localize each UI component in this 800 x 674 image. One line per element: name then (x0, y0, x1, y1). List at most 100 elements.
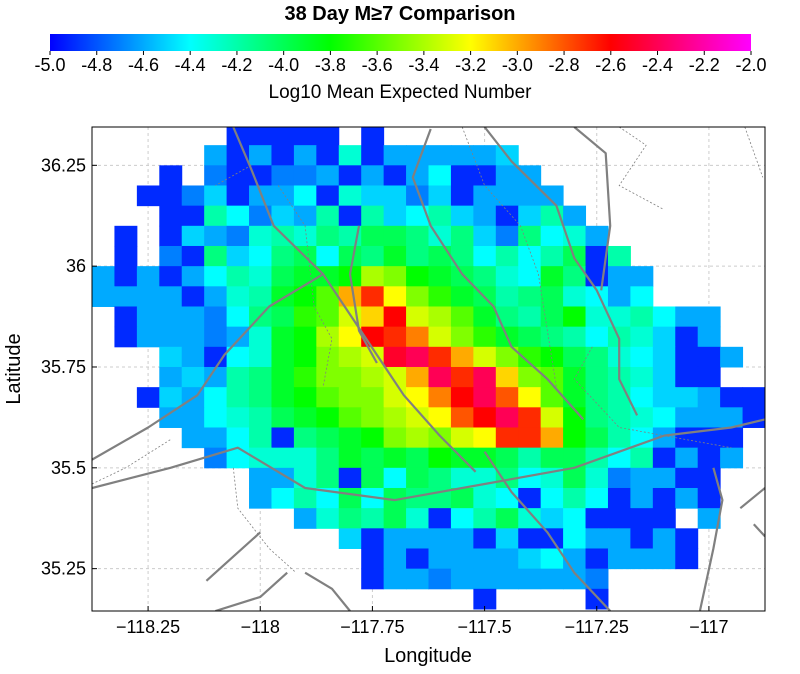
heatmap-cell (652, 487, 676, 509)
colorbar-tick-label: -4.8 (81, 55, 112, 75)
y-axis-ticks: 35.25 35.5 35.75 36 36.25 (41, 155, 97, 579)
heatmap-cell (136, 286, 160, 307)
heatmap-cell (114, 306, 138, 328)
colorbar-tick-label: -4.2 (221, 55, 252, 75)
heatmap-cell (249, 286, 272, 307)
heatmap-cell (518, 326, 542, 348)
heatmap-cell (249, 245, 272, 267)
heatmap-cell (159, 387, 183, 408)
heatmap-cell (338, 205, 362, 227)
heatmap-cell (226, 407, 250, 428)
heatmap-cell (540, 568, 564, 590)
heatmap-cell (495, 568, 519, 590)
fault-line (739, 487, 765, 510)
heatmap-cell (361, 467, 385, 489)
heatmap-cell (293, 127, 317, 146)
heatmap-cell (450, 245, 474, 267)
heatmap-cell (428, 387, 452, 408)
heatmap-cell (316, 427, 340, 449)
heatmap-cell (585, 548, 609, 570)
heatmap-cell (540, 185, 564, 207)
heatmap-cell (428, 245, 452, 267)
heatmap-cell (607, 266, 631, 287)
colorbar-ticks: -5.0 -4.8 -4.6 -4.4 -4.2 -4.0 -3.8 -3.6 -3.4 -3.2… (34, 51, 767, 75)
heatmap-cell (293, 487, 317, 509)
heatmap-cell (607, 528, 631, 549)
heatmap-cell (518, 528, 542, 549)
heatmap-cell (361, 245, 385, 267)
heatmap-cell (159, 225, 183, 247)
heatmap-cell (406, 346, 429, 368)
heatmap-cell (540, 366, 564, 388)
heatmap-cell (518, 205, 542, 227)
heatmap-cell (473, 568, 497, 590)
heatmap-cell (563, 346, 587, 368)
heatmap-cell (316, 366, 340, 388)
heatmap-cell (181, 286, 205, 307)
fault-line (215, 571, 288, 611)
heatmap-cell (563, 568, 587, 590)
heatmap-cell (159, 266, 183, 287)
heatmap-cell (361, 548, 385, 570)
heatmap-cell (383, 528, 407, 549)
heatmap-cell (518, 165, 542, 186)
heatmap-cell (675, 326, 699, 348)
heatmap-cell (271, 326, 295, 348)
heatmap-cell (338, 528, 362, 549)
heatmap-cell (361, 366, 385, 388)
heatmap-cell (428, 286, 452, 307)
heatmap-cell (204, 245, 228, 267)
heatmap-cell (563, 467, 587, 489)
heatmap-cell (226, 326, 250, 348)
heatmap-cell (563, 508, 587, 529)
heatmap-cell (585, 306, 609, 328)
heatmap-cell (181, 326, 205, 348)
heatmap-cell (383, 548, 407, 570)
border-line (277, 185, 333, 388)
heatmap-cell (226, 266, 250, 287)
heatmap-cell (540, 266, 564, 287)
heatmap-cell (697, 326, 721, 348)
heatmap-cell (293, 225, 317, 247)
heatmap-cell (450, 387, 474, 408)
heatmap-cell (293, 205, 317, 227)
heatmap-cell (181, 205, 205, 227)
heatmap-cell (204, 387, 228, 408)
heatmap-cell (450, 487, 474, 509)
border-line (744, 127, 764, 178)
heatmap-cell (450, 568, 474, 590)
heatmap-cell (271, 245, 295, 267)
heatmap-cell (450, 326, 474, 348)
heatmap-cell (720, 387, 744, 408)
heatmap-cell (675, 346, 699, 368)
heatmap-cell (159, 366, 183, 388)
heatmap-cell (361, 185, 385, 207)
heatmap-cell (316, 266, 340, 287)
heatmap-cell (383, 387, 407, 408)
border-line (573, 346, 732, 449)
heatmap-cell (607, 306, 631, 328)
heatmap-cell (204, 306, 228, 328)
heatmap-cell (585, 467, 609, 489)
heatmap-cell (271, 185, 295, 207)
heatmap-cell (540, 407, 564, 428)
heatmap-cell (271, 205, 295, 227)
heatmap-cell (204, 145, 228, 166)
heatmap-cell (518, 548, 542, 570)
heatmap-cell (406, 508, 429, 529)
heatmap-cell (697, 387, 721, 408)
heatmap-cell (249, 346, 272, 368)
heatmap-cell (293, 165, 317, 186)
heatmap-cell (428, 548, 452, 570)
heatmap-cell (406, 407, 429, 428)
heatmap-cell (518, 245, 542, 267)
heatmap-cell (271, 165, 295, 186)
colorbar-tick-label: -3.4 (408, 55, 439, 75)
heatmap-cell (495, 366, 519, 388)
heatmap-cell (428, 508, 452, 529)
heatmap-cell (338, 387, 362, 408)
heatmap-cell (563, 205, 587, 227)
heatmap-cell (316, 487, 340, 509)
heatmap-cell (495, 185, 519, 207)
